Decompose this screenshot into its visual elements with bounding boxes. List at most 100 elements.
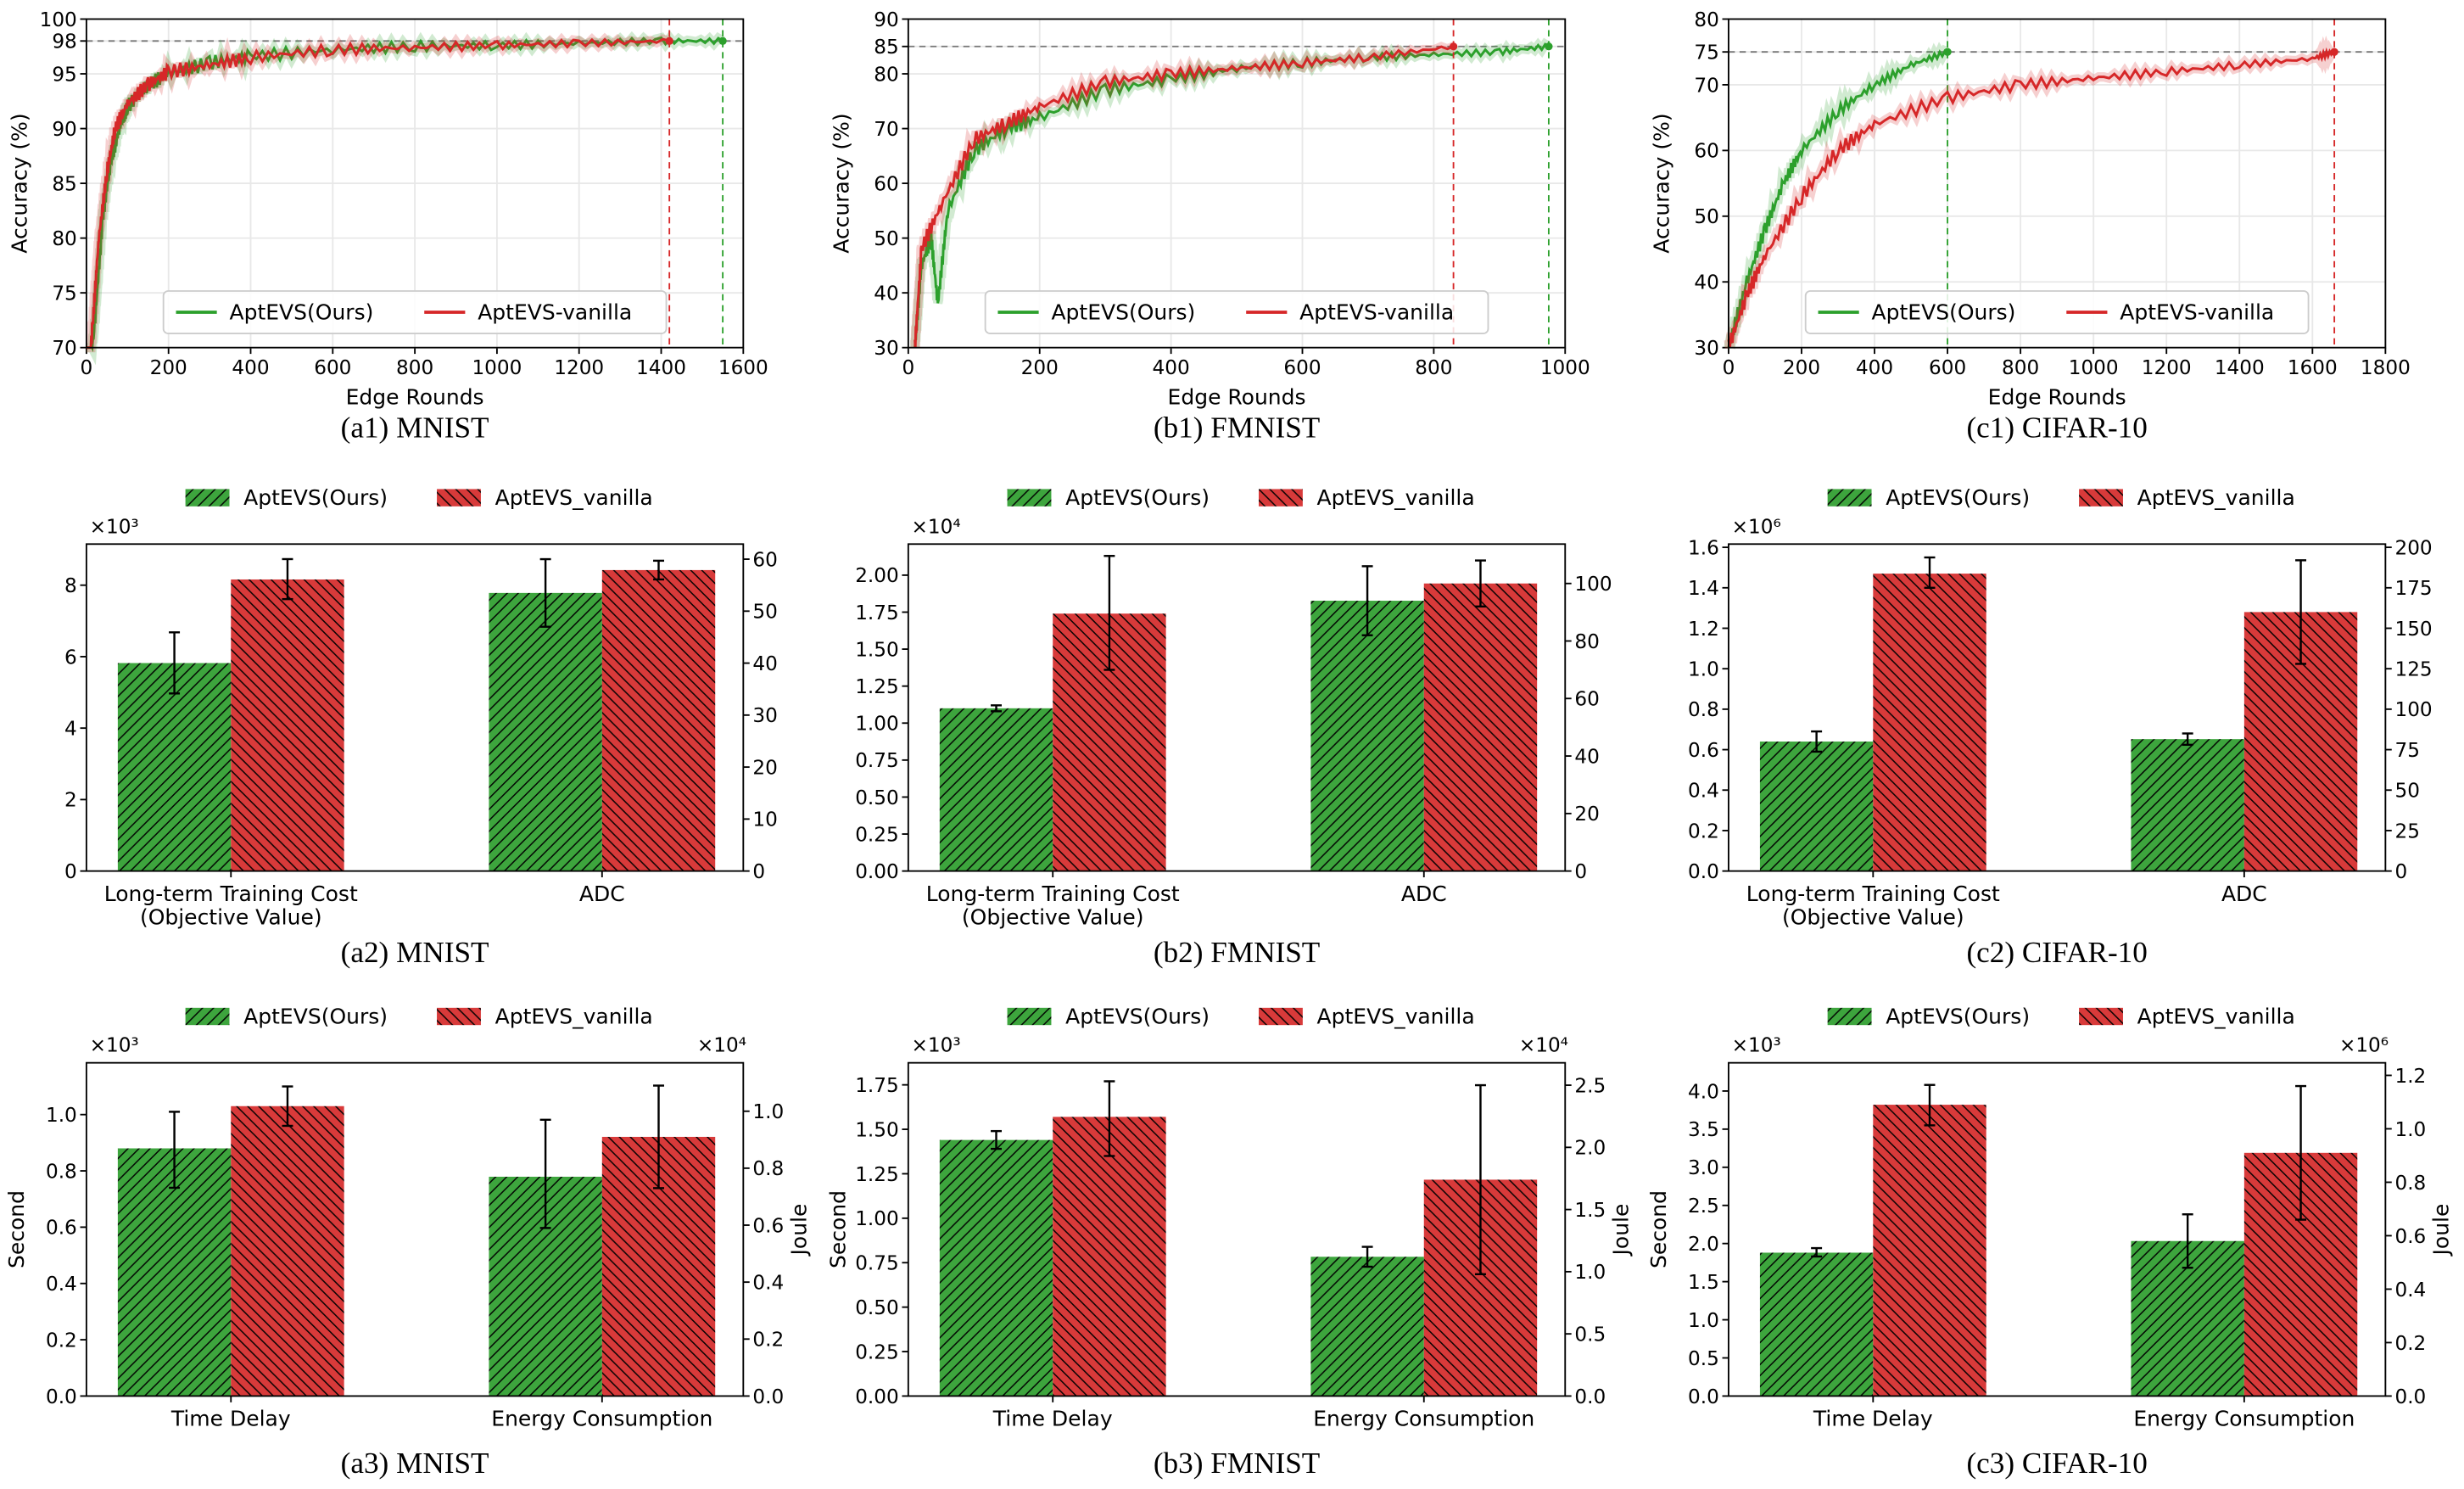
axes-frame: [85, 1061, 745, 1397]
left-tick-label: 2.00: [855, 565, 899, 587]
left-tick-label: 1.25: [855, 1164, 899, 1186]
x-tick-label: 0: [902, 357, 914, 379]
axes-frame: [907, 18, 1567, 349]
y-tick-label: 40: [874, 283, 898, 305]
left-axis-multiplier: ×10⁶: [1732, 516, 1781, 538]
category-label: (Objective Value): [1782, 905, 1964, 930]
legend-label: AptEVS(Ours): [1065, 485, 1210, 510]
right-tick-label: 0.6: [2394, 1226, 2426, 1248]
legend-label: AptEVS_vanilla: [1317, 485, 1475, 510]
y-tick-label: 70: [1694, 75, 1718, 97]
left-axis-multiplier: ×10⁴: [912, 516, 961, 538]
panel-caption: (c2) CIFAR-10: [1966, 936, 2147, 969]
bar-aptevs-ours: [117, 1148, 232, 1397]
panel-caption: (c3) CIFAR-10: [1966, 1447, 2147, 1480]
legend: AptEVS(Ours) AptEVS_vanilla: [1827, 485, 2295, 510]
category-label: (Objective Value): [962, 905, 1144, 930]
y-tick-label: 98: [52, 31, 76, 53]
right-axis-multiplier: ×10⁶: [2339, 1035, 2389, 1057]
legend-swatch: [1827, 489, 1872, 507]
right-tick-label: 75: [2394, 740, 2419, 762]
convergence-point: [718, 36, 727, 45]
legend-label: AptEVS_vanilla: [2137, 485, 2295, 510]
series-line: [86, 37, 670, 350]
left-tick-label: 1.0: [1688, 1310, 1719, 1332]
left-tick-label: 0.2: [46, 1329, 77, 1352]
legend: AptEVS(Ours) AptEVS-vanilla: [1804, 290, 2310, 334]
panel--c3-cifar-10: (c3) CIFAR-10 0.0 0.5 1.0 1.5 2.0 2.5 3.0 3.5 4.0…: [1646, 1004, 2454, 1480]
right-axis-label: Joule: [786, 1204, 811, 1257]
legend-label: AptEVS(Ours): [1886, 1004, 2030, 1028]
right-tick-label: 25: [2394, 820, 2419, 842]
left-tick-label: 0.2: [1688, 820, 1719, 842]
legend-box: [1804, 290, 2310, 334]
left-axis-label: Second: [4, 1190, 29, 1268]
left-tick-label: 6: [64, 647, 77, 669]
x-tick-label: 200: [1783, 357, 1820, 379]
axes-frame: [1728, 543, 2387, 872]
panel-caption: (a1) MNIST: [341, 411, 489, 444]
right-tick-label: 1.2: [2394, 1066, 2426, 1088]
x-tick-label: 0: [81, 357, 93, 379]
x-tick-label: 1400: [636, 357, 686, 379]
legend-label: AptEVS(Ours): [229, 299, 373, 324]
right-tick-label: 40: [1574, 746, 1599, 768]
legend: AptEVS(Ours) AptEVS-vanilla: [162, 290, 668, 334]
legend-label: AptEVS(Ours): [243, 485, 388, 510]
axes-frame: [85, 543, 745, 872]
legend-label: AptEVS_vanilla: [495, 485, 653, 510]
left-tick-label: 2: [64, 790, 77, 812]
legend-label: AptEVS(Ours): [1872, 299, 2016, 324]
left-tick-label: 0.0: [1688, 861, 1719, 883]
y-tick-label: 75: [52, 283, 76, 305]
left-tick-label: 3.5: [1688, 1119, 1719, 1141]
right-axis-label: Joule: [1608, 1204, 1633, 1257]
left-tick-label: 1.75: [855, 602, 899, 624]
left-tick-label: 0.00: [855, 1386, 899, 1408]
y-tick-label: 90: [52, 119, 76, 141]
left-tick-label: 0.75: [855, 750, 899, 772]
panel--a2-mnist: (a2) MNIST 0 2 4 6 8 0 10 20 30 40 50 60 ×10³ Long-ter…: [64, 485, 778, 969]
legend-label: AptEVS-vanilla: [1299, 299, 1454, 324]
left-tick-label: 1.00: [855, 1208, 899, 1230]
category-label: Long-term Training Cost: [926, 882, 1180, 906]
y-tick-label: 100: [40, 9, 77, 31]
y-axis-label: Accuracy (%): [829, 113, 853, 253]
y-tick-label: 40: [1694, 272, 1718, 294]
x-tick-label: 1200: [554, 357, 604, 379]
right-tick-label: 60: [1574, 689, 1599, 711]
right-tick-label: 0.0: [1574, 1386, 1606, 1408]
right-tick-label: 10: [752, 809, 777, 831]
bar-aptevs-ours: [1310, 601, 1424, 871]
left-tick-label: 0.5: [1688, 1348, 1719, 1370]
left-tick-label: 0.75: [855, 1253, 899, 1275]
bar-aptevs-vanilla: [231, 579, 344, 871]
x-tick-label: 800: [396, 357, 433, 379]
right-tick-label: 30: [752, 705, 777, 727]
right-tick-label: 200: [2394, 537, 2432, 559]
left-tick-label: 0.8: [1688, 699, 1719, 721]
legend-swatch: [1258, 1007, 1303, 1026]
left-tick-label: 0.8: [46, 1161, 77, 1183]
x-tick-label: 200: [150, 357, 187, 379]
legend-label: AptEVS_vanilla: [495, 1004, 653, 1028]
y-tick-label: 90: [874, 9, 898, 31]
x-tick-label: 400: [232, 357, 269, 379]
left-tick-label: 2.5: [1688, 1195, 1719, 1218]
right-tick-label: 2.0: [1574, 1138, 1606, 1160]
right-tick-label: 150: [2394, 619, 2432, 641]
legend-label: AptEVS-vanilla: [478, 299, 632, 324]
category-label: Time Delay: [992, 1407, 1113, 1431]
right-tick-label: 1.5: [1574, 1200, 1606, 1222]
legend: AptEVS(Ours) AptEVS_vanilla: [1827, 1004, 2295, 1028]
bar-aptevs-ours: [939, 708, 1053, 871]
y-tick-label: 80: [52, 228, 76, 250]
bar-aptevs-ours: [2131, 739, 2244, 871]
right-tick-label: 60: [752, 549, 777, 571]
x-tick-label: 1600: [2288, 357, 2338, 379]
legend-label: AptEVS(Ours): [1886, 485, 2030, 510]
left-tick-label: 1.75: [855, 1075, 899, 1097]
left-tick-label: 1.4: [1688, 578, 1719, 600]
left-tick-label: 0.0: [1688, 1386, 1719, 1408]
